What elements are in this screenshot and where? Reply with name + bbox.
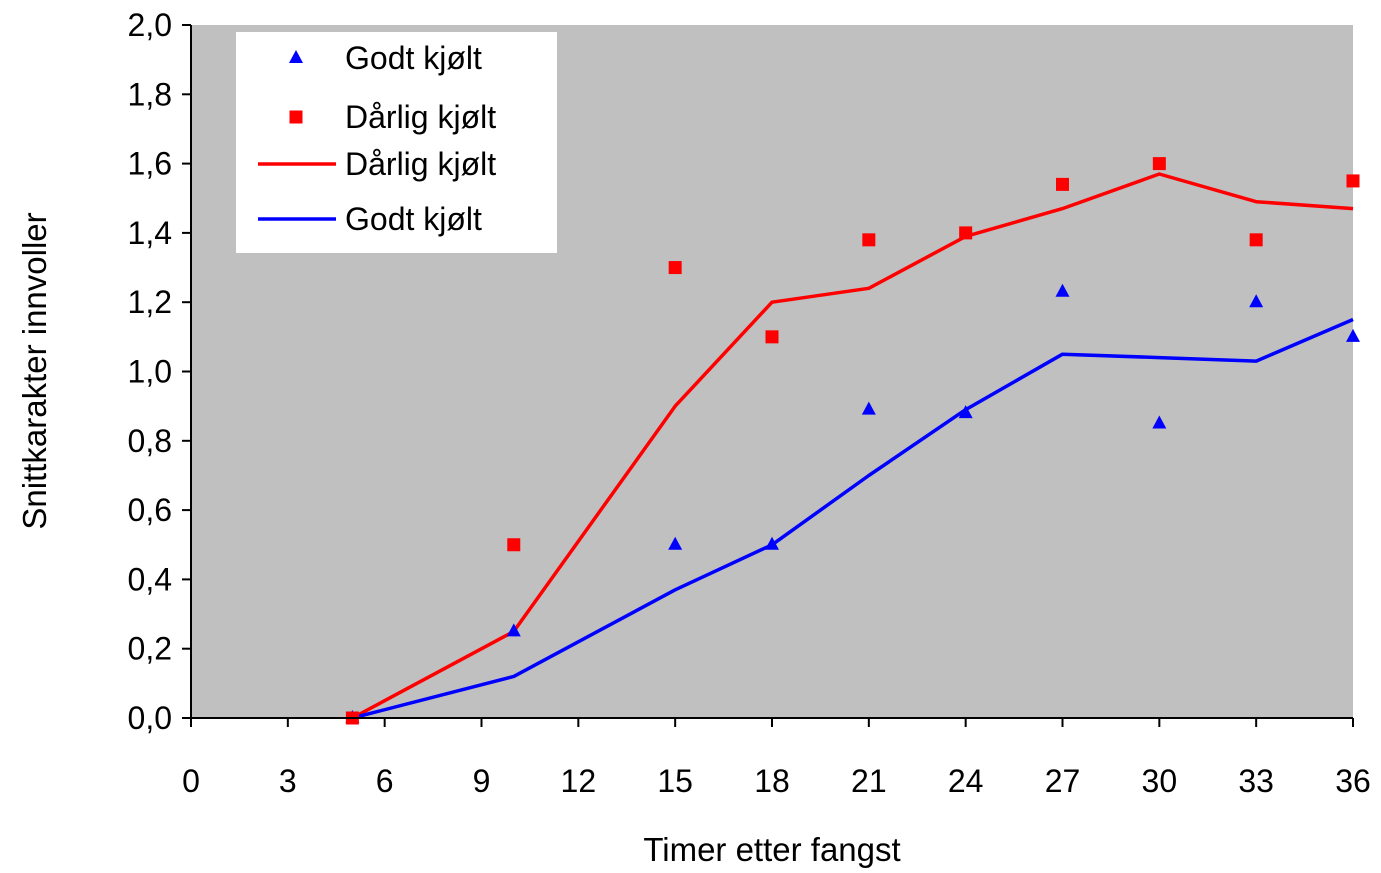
legend-label: Godt kjølt: [345, 201, 482, 237]
data-point-triangle: [1346, 328, 1360, 342]
x-tick-label: 18: [754, 763, 790, 799]
y-tick-label: 1,2: [128, 284, 172, 320]
x-axis-title: Timer etter fangst: [643, 831, 900, 868]
legend-item: Dårlig kjølt: [258, 146, 496, 182]
data-point-square: [1346, 174, 1360, 188]
y-tick-label: 1,8: [128, 76, 172, 112]
legend-box: [236, 32, 557, 253]
y-ticks: 0,0 0,2 0,4 0,6 0,8 1,0 1,2 1,4 1,6 1,8 2,0: [128, 7, 191, 736]
legend-label: Dårlig kjølt: [345, 99, 496, 135]
x-tick-label: 12: [561, 763, 597, 799]
data-point-triangle: [668, 536, 683, 550]
legend-item: Dårlig kjølt: [289, 99, 496, 135]
data-point-square: [1152, 157, 1166, 171]
legend-item: Godt kjølt: [258, 201, 482, 237]
x-tick-label: 33: [1238, 763, 1274, 799]
y-tick-label: 1,4: [128, 215, 172, 251]
y-tick-label: 0,0: [128, 700, 172, 736]
legend-item: Godt kjølt: [289, 40, 482, 76]
legend: Godt kjølt Dårlig kjølt Dårlig kjølt Godt k…: [236, 32, 557, 253]
x-tick-label: 0: [182, 763, 200, 799]
line-darlig-kjolt: [351, 172, 1354, 720]
legend-square-icon: [289, 110, 303, 124]
data-point-triangle: [765, 536, 779, 550]
data-point-triangle: [861, 401, 876, 415]
line-godt-kjolt: [351, 317, 1354, 720]
y-tick-label: 0,4: [128, 561, 172, 597]
data-point-triangle: [506, 623, 521, 637]
series-lines: [351, 172, 1354, 720]
x-tick-label: 36: [1335, 763, 1371, 799]
legend-label: Godt kjølt: [345, 40, 482, 76]
y-tick-label: 1,0: [128, 354, 172, 390]
x-tick-label: 15: [657, 763, 693, 799]
x-tick-label: 9: [473, 763, 491, 799]
data-point-square: [959, 226, 973, 240]
y-axis-title: Snittkarakter innvoller: [16, 212, 53, 529]
y-tick-label: 0,6: [128, 492, 172, 528]
x-tick-label: 27: [1045, 763, 1081, 799]
x-tick-label: 21: [851, 763, 887, 799]
series-markers: [345, 157, 1360, 725]
y-tick-label: 1,6: [128, 146, 172, 182]
y-tick-label: 0,2: [128, 631, 172, 667]
data-point-square: [765, 330, 779, 344]
data-point-square: [1249, 233, 1263, 247]
data-point-triangle: [1249, 294, 1264, 308]
data-point-square: [1056, 177, 1069, 191]
x-tick-label: 30: [1142, 763, 1178, 799]
data-point-triangle: [958, 405, 973, 419]
legend-label: Dårlig kjølt: [345, 146, 496, 182]
legend-triangle-icon: [289, 50, 303, 63]
data-point-triangle: [1055, 283, 1070, 297]
data-point-triangle: [1152, 415, 1167, 429]
data-point-square: [862, 233, 876, 247]
x-tick-label: 3: [279, 763, 297, 799]
x-tick-label: 24: [948, 763, 984, 799]
data-point-square: [668, 261, 682, 275]
x-ticks: 0 3 6 9 12 15 18 21 24 27 30 33 36: [182, 718, 1371, 799]
data-point-square: [507, 538, 521, 552]
y-tick-label: 0,8: [128, 423, 172, 459]
x-tick-label: 6: [376, 763, 394, 799]
y-tick-label: 2,0: [128, 7, 172, 43]
